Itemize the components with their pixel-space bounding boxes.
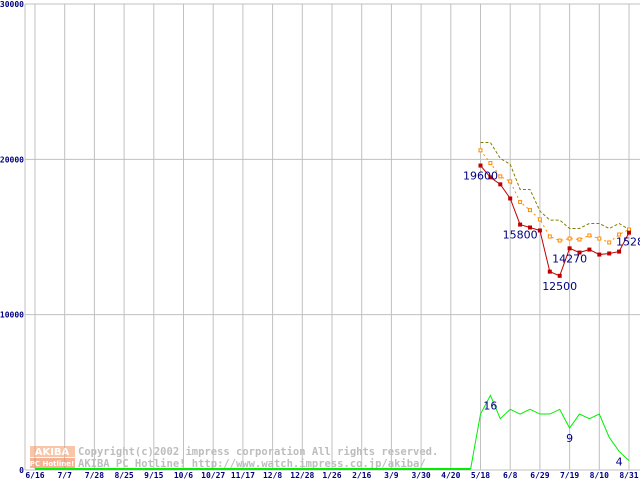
x-tick-label: 5/18: [471, 471, 490, 480]
x-tick-label: 10/6: [174, 471, 193, 480]
series-min-point: [478, 163, 483, 168]
site-line: AKIBA PC Hotline! http://www.watch.impre…: [78, 458, 426, 470]
x-tick-label: 6/29: [530, 471, 549, 480]
series-average-point: [528, 208, 532, 213]
x-tick-label: 3/9: [384, 471, 399, 480]
logo-bottom-text: PC Hotline!: [30, 460, 74, 468]
series-average-point: [577, 237, 582, 242]
series-average-point: [498, 174, 503, 179]
x-tick-label: 8/31: [619, 471, 638, 480]
data-label: 16: [483, 399, 497, 412]
x-tick-label: 6/8: [503, 471, 518, 480]
series-average-point: [587, 233, 592, 238]
x-tick-label: 4/20: [441, 471, 460, 480]
x-tick-label: 3/30: [411, 471, 430, 480]
series-min-point: [607, 251, 612, 256]
data-label: 15800: [503, 229, 538, 242]
series-min-point: [587, 247, 592, 252]
x-tick-label: 9/15: [144, 471, 163, 480]
series-average-point: [537, 217, 542, 222]
data-label: 15280: [616, 236, 640, 249]
x-tick-label: 12/8: [263, 471, 282, 480]
x-tick-label: 7/7: [57, 471, 72, 480]
data-label: 19600: [463, 170, 498, 183]
x-tick-label: 7/28: [85, 471, 104, 480]
x-tick-label: 8/10: [590, 471, 609, 480]
series-average-point: [518, 200, 523, 205]
series-min-point: [498, 182, 503, 187]
series-max-line: [480, 142, 630, 230]
y-tick-label: 30000: [0, 0, 24, 9]
data-label: 4: [616, 455, 623, 468]
x-tick-label: 8/25: [114, 471, 133, 480]
x-tick-label: 11/17: [231, 471, 255, 480]
series-min-point: [508, 196, 513, 201]
copyright-line: Copyright(c)2002 impress corporation All…: [78, 446, 438, 458]
series-average-point: [627, 227, 631, 232]
series-min-point: [597, 252, 602, 257]
series-average-point: [547, 234, 552, 239]
y-tick-label: 0: [19, 466, 24, 475]
y-tick-label: 20000: [0, 155, 24, 164]
x-tick-label: 2/16: [352, 471, 371, 480]
series-average-point: [607, 240, 612, 245]
akiba-logo: AKIBA PC Hotline!: [30, 446, 75, 468]
data-label: 14270: [552, 252, 587, 265]
series-average-point: [617, 232, 622, 237]
series-min-point: [518, 222, 523, 227]
series-min-point: [557, 273, 562, 278]
series-average-point: [597, 236, 602, 241]
series-min-point: [627, 230, 631, 235]
series-shops-line: [470, 394, 630, 470]
x-tick-label: 12/28: [290, 471, 314, 480]
watermark: AKIBA PC Hotline! Copyright(c)2002 impre…: [30, 446, 438, 470]
x-tick-label: 7/19: [560, 471, 579, 480]
series-min-point: [577, 250, 582, 255]
series-average-point: [508, 179, 513, 184]
series-min-point: [528, 225, 532, 230]
y-tick-label: 10000: [0, 311, 24, 320]
series-average-point: [478, 148, 483, 153]
series-min-point: [617, 249, 622, 254]
series-min-point: [537, 228, 542, 233]
series-average-point: [567, 236, 572, 241]
series-min-point: [547, 269, 552, 274]
data-label: 9: [566, 432, 573, 445]
series-min-point: [488, 175, 493, 180]
series-min-line: [480, 165, 630, 277]
x-tick-label: 1/26: [322, 471, 341, 480]
series-min-point: [567, 246, 572, 251]
x-tick-label: 6/16: [25, 471, 44, 480]
logo-top-text: AKIBA: [35, 447, 70, 458]
data-label: 12500: [542, 280, 577, 293]
series-average-point: [557, 238, 562, 243]
x-tick-label: 10/27: [201, 471, 225, 480]
series-average-point: [488, 161, 493, 166]
